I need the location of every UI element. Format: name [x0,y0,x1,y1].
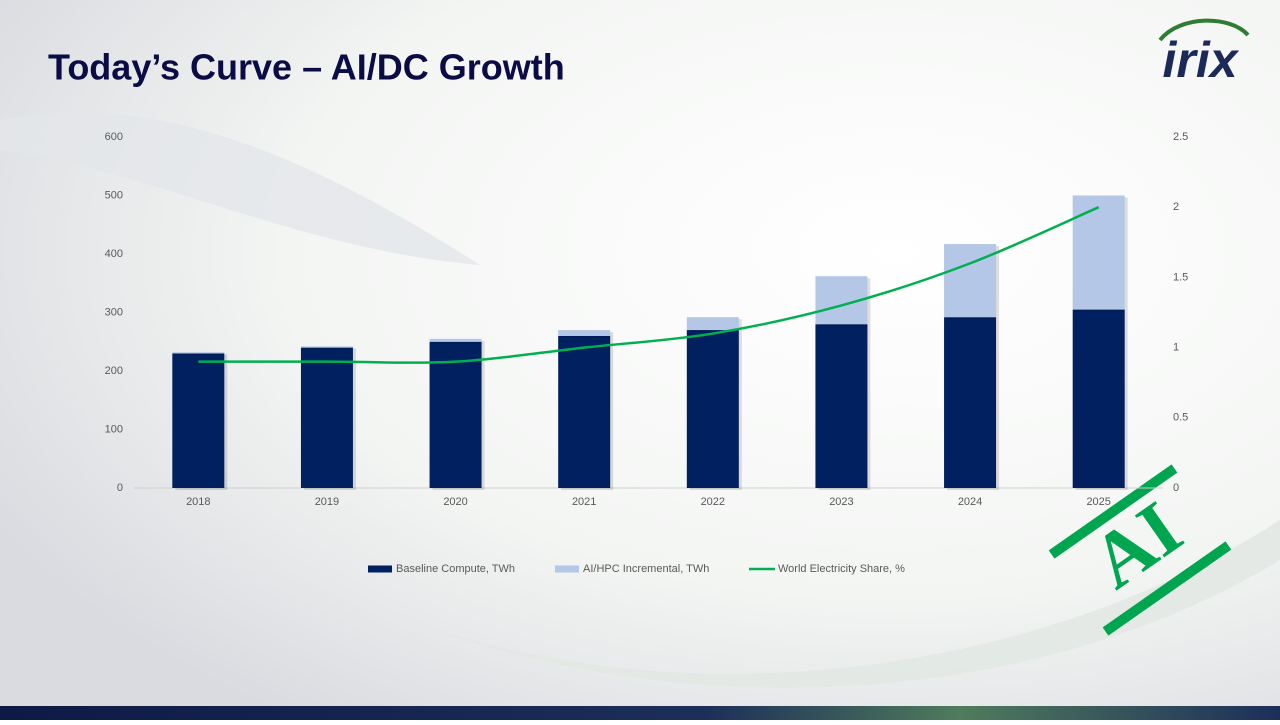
bar [686,317,739,331]
chart: 0 100 200 300 400 500 600 0 0.5 1 1.5 2 2.5 2018 2019 2… [105,131,1189,575]
y2-tick-label: 1 [1173,342,1179,354]
bar [1072,195,1125,310]
y2-tick-label: 2.5 [1173,131,1188,143]
bar-shadow [303,348,356,350]
legend-label: AI/HPC Incremental, TWh [583,563,709,575]
swoosh [340,520,1280,688]
x-tick-label: 2020 [443,496,467,508]
y-tick-label: 100 [105,423,123,435]
logo-arc [1158,18,1250,42]
y-tick-label: 500 [105,189,123,201]
x-tick-label: 2021 [572,496,596,508]
bar [1072,309,1125,488]
y2-tick-label: 1.5 [1173,271,1188,283]
bar [429,341,482,488]
logo-text: irix [1162,32,1239,88]
x-tick-label: 2024 [958,496,982,508]
bar [558,330,611,336]
line [198,206,1100,364]
x-tick-label: 2018 [186,496,210,508]
bar [300,347,353,488]
x-tick-label: 2025 [1086,496,1110,508]
y2-tick-label: 0.5 [1173,412,1188,424]
x-tick-label: 2019 [315,496,339,508]
bar [172,353,225,488]
y2-tick-label: 2 [1173,201,1179,213]
y2-tick-label: 0 [1173,482,1179,494]
legend-swatch [368,565,392,573]
slide-title: Today’s Curve – AI/DC Growth [48,47,565,88]
y-tick-label: 300 [105,306,123,318]
y-tick-label: 600 [105,131,123,143]
legend-label: Baseline Compute, TWh [396,563,515,575]
swoosh [0,112,480,266]
y-tick-label: 400 [105,248,123,260]
logo: irix [1158,18,1250,88]
stamp-bar [1102,541,1232,636]
bar-shadow [432,340,485,344]
bar [815,324,868,488]
bar [558,335,611,488]
y-tick-label: 200 [105,365,123,377]
legend-label: World Electricity Share, % [778,563,905,575]
bar [429,338,482,342]
legend-swatch [555,565,579,573]
y-tick-label: 0 [117,482,123,494]
bar [944,317,997,488]
bar-shadow [175,354,228,356]
footer-bar [0,706,1280,720]
bar [686,330,739,488]
bar [300,346,353,348]
x-tick-label: 2022 [701,496,725,508]
bar [172,352,225,354]
x-tick-label: 2023 [829,496,853,508]
